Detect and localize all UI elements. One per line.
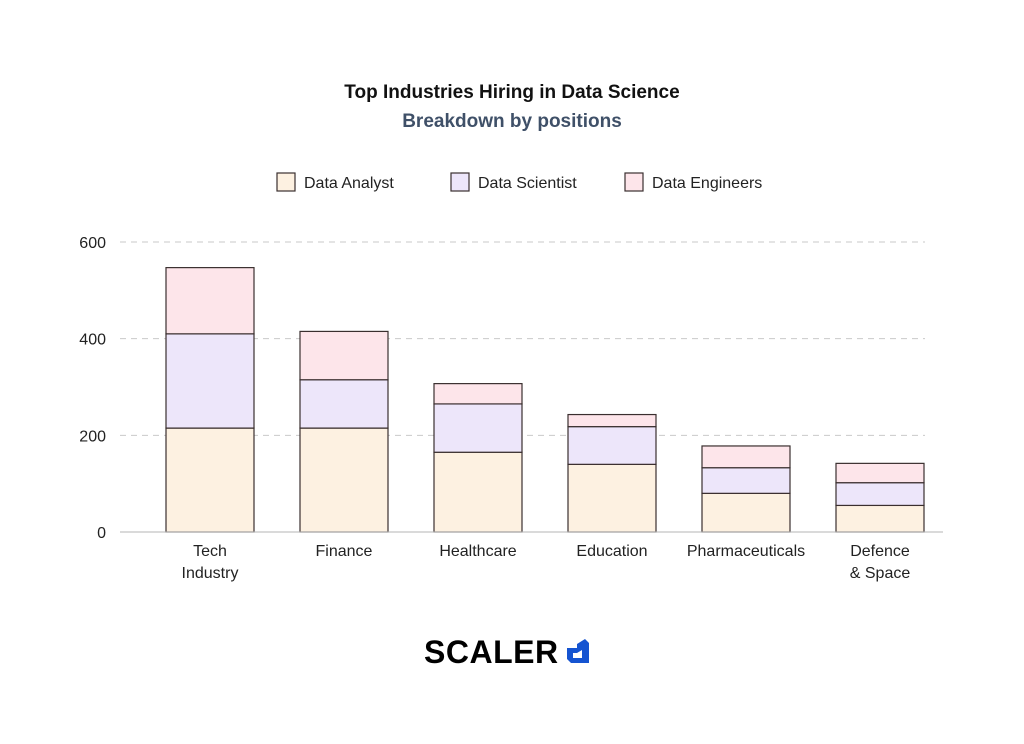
legend-label: Data Analyst bbox=[304, 175, 394, 192]
legend-swatch bbox=[624, 172, 644, 192]
bar-segment-data-scientist bbox=[835, 482, 925, 507]
y-tick-label: 600 bbox=[79, 235, 106, 252]
y-tick-label: 400 bbox=[79, 332, 106, 349]
bar-segment-data-scientist bbox=[567, 426, 657, 465]
scaler-logo: SCALER bbox=[424, 632, 591, 672]
legend-swatch bbox=[276, 172, 296, 192]
legend-swatch bbox=[450, 172, 470, 192]
y-tick-label: 0 bbox=[97, 525, 106, 542]
x-tick-label: Education bbox=[576, 543, 647, 560]
bar-segment-data-engineers bbox=[835, 462, 925, 484]
bar-segment-data-scientist bbox=[701, 467, 791, 494]
bar-segment-data-scientist bbox=[433, 403, 523, 453]
bar-segment-data-engineers bbox=[567, 413, 657, 428]
chart-subtitle: Breakdown by positions bbox=[402, 111, 622, 132]
bar-segment-data-analyst bbox=[165, 427, 255, 533]
x-tick-label: Finance bbox=[316, 543, 373, 560]
bar-segment-data-analyst bbox=[433, 451, 523, 533]
bar-segment-data-analyst bbox=[299, 427, 389, 533]
brand-name: SCALER bbox=[424, 634, 559, 670]
bar-segment-data-engineers bbox=[299, 330, 389, 381]
chart-title: Top Industries Hiring in Data Science bbox=[344, 82, 680, 103]
x-tick-label: Pharmaceuticals bbox=[687, 543, 805, 560]
y-tick-label: 200 bbox=[79, 428, 106, 445]
bar-segment-data-analyst bbox=[835, 504, 925, 533]
bar-segment-data-engineers bbox=[433, 383, 523, 405]
x-tick-label: Industry bbox=[182, 565, 239, 582]
bar-segment-data-engineers bbox=[165, 267, 255, 335]
x-tick-label: Defence bbox=[850, 543, 910, 560]
legend-label: Data Engineers bbox=[652, 175, 762, 192]
bar-segment-data-scientist bbox=[299, 379, 389, 429]
bar-segment-data-analyst bbox=[567, 463, 657, 533]
x-tick-label: Tech bbox=[193, 543, 227, 560]
bar-segment-data-analyst bbox=[701, 492, 791, 533]
x-tick-label: & Space bbox=[850, 565, 911, 582]
x-tick-label: Healthcare bbox=[439, 543, 516, 560]
legend-label: Data Scientist bbox=[478, 175, 577, 192]
bar-segment-data-scientist bbox=[165, 333, 255, 429]
scaler-mark-icon bbox=[566, 639, 589, 663]
bar-segment-data-engineers bbox=[701, 445, 791, 469]
